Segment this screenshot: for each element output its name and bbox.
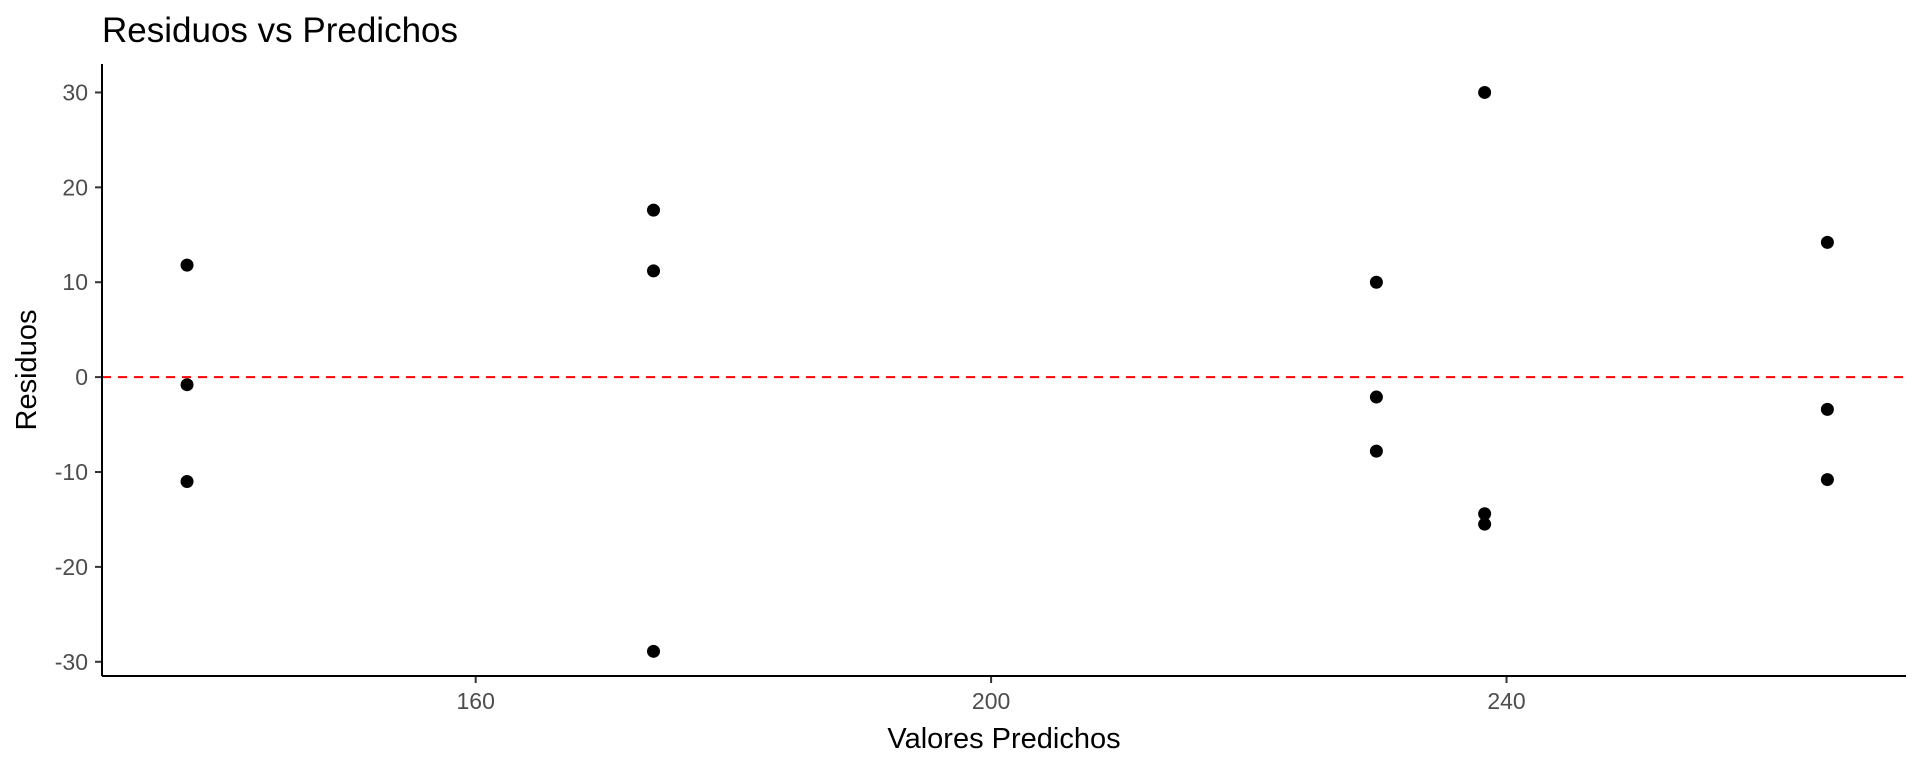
data-point xyxy=(647,203,661,217)
y-tick-label: -10 xyxy=(55,459,88,485)
data-point xyxy=(647,264,661,278)
y-tick-label: 20 xyxy=(62,174,88,200)
x-axis-ticks: 160 200 240 xyxy=(456,676,1526,714)
y-tick-label: 0 xyxy=(75,364,88,390)
data-point xyxy=(1478,517,1492,531)
data-point xyxy=(180,474,194,488)
data-point xyxy=(180,378,194,392)
y-tick-label: -30 xyxy=(55,649,88,675)
x-tick-label: 160 xyxy=(456,688,494,714)
data-points xyxy=(180,85,1834,658)
y-axis-ticks: 30 20 10 0 -10 -20 -30 xyxy=(55,79,102,675)
y-tick-label: -20 xyxy=(55,554,88,580)
data-point xyxy=(1369,444,1383,458)
data-point xyxy=(1369,390,1383,404)
data-point xyxy=(1820,235,1834,249)
y-axis-title: Residuos xyxy=(11,310,43,431)
data-point xyxy=(647,644,661,658)
chart-title: Residuos vs Predichos xyxy=(102,11,458,50)
y-tick-label: 30 xyxy=(62,79,88,105)
x-tick-label: 240 xyxy=(1487,688,1525,714)
x-axis-title: Valores Predichos xyxy=(887,723,1120,755)
y-tick-label: 10 xyxy=(62,269,88,295)
data-point xyxy=(1820,473,1834,487)
data-point xyxy=(1820,402,1834,416)
data-point xyxy=(1478,85,1492,99)
x-tick-label: 200 xyxy=(972,688,1010,714)
data-point xyxy=(180,258,194,272)
data-point xyxy=(1369,275,1383,289)
data-point xyxy=(1478,507,1492,521)
